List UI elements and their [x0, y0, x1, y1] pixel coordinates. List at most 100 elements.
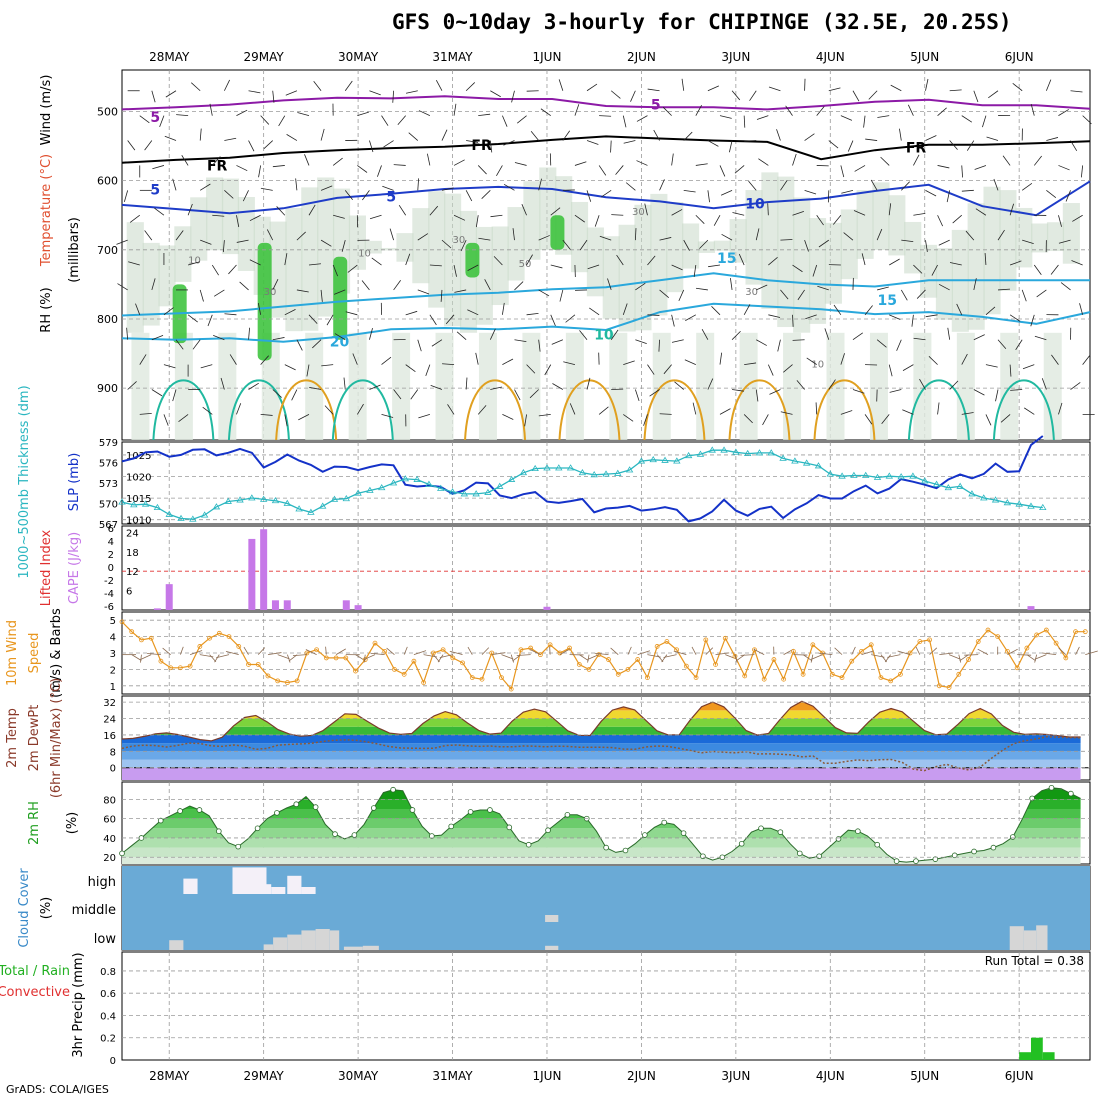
wind-barb — [236, 403, 242, 415]
wind-tick: 4 — [110, 633, 116, 644]
rh-shade — [1043, 332, 1062, 440]
wind-barb — [777, 339, 781, 352]
wind-barb — [139, 354, 147, 365]
wind-barb-10m — [637, 650, 651, 656]
wind-barb — [708, 264, 721, 268]
rh-shade — [586, 227, 604, 297]
rh-shade — [713, 240, 731, 251]
rh-shade — [1015, 207, 1033, 268]
wind-barb — [478, 113, 491, 117]
rh-green-patch — [257, 242, 272, 361]
wind-barb-10m — [948, 654, 961, 660]
rh-shade — [634, 204, 652, 331]
contour-label: 10 — [188, 256, 201, 267]
wind-speed-marker — [917, 639, 923, 644]
rh-shade — [523, 181, 541, 260]
rh-shade — [920, 244, 938, 298]
wind-barb-10m — [277, 654, 290, 660]
wind-barb — [521, 204, 527, 216]
wind-barb — [341, 240, 346, 252]
wind-barb — [296, 289, 309, 293]
wind-barb — [635, 282, 646, 291]
wind-barb — [907, 104, 914, 116]
wind-barb — [975, 208, 987, 216]
wind-speed-marker — [372, 640, 378, 646]
wind-speed-marker — [392, 667, 397, 672]
wind-barb — [187, 203, 193, 216]
rh-shade — [478, 332, 497, 440]
contour-label: 10 — [594, 328, 614, 344]
wind-tick: 2 — [110, 665, 116, 676]
wind-barb — [248, 90, 261, 94]
wind-barb — [297, 112, 310, 117]
wind-barb — [647, 314, 660, 316]
thickness-marker — [944, 484, 953, 491]
contour-15 — [121, 302, 1091, 343]
wind-barb — [296, 231, 306, 241]
rh-shade — [696, 332, 715, 440]
wind-barb — [815, 402, 818, 415]
thickness-marker — [484, 488, 492, 495]
wind-barb — [692, 402, 697, 415]
wind-barb — [249, 259, 261, 266]
panel-frame — [121, 951, 1091, 1061]
wind-barb — [828, 140, 839, 149]
cape-axis-label: CAPE (J/kg) — [67, 532, 82, 604]
wind-barb — [236, 239, 249, 243]
wind-barb — [748, 180, 757, 191]
wind-barb — [291, 389, 298, 401]
rh-marker — [332, 831, 338, 837]
wind-barb — [1009, 203, 1014, 216]
wind-barb — [796, 380, 805, 390]
wind-speed-marker — [985, 627, 991, 633]
wind-barb — [257, 302, 262, 315]
wind-barb-10m — [439, 654, 453, 659]
wind-barb-10m — [510, 654, 515, 663]
lifted-index-axis-label: Lifted Index — [39, 529, 54, 606]
wind-barb — [538, 235, 550, 241]
wind-barb — [792, 210, 804, 216]
wind-barb — [236, 215, 240, 228]
rh-shade — [428, 191, 446, 308]
wind-speed-marker — [810, 642, 816, 648]
wind-barb-10m — [467, 646, 473, 655]
wind-barb — [272, 278, 279, 291]
surface-contour — [464, 379, 527, 441]
rh-tick: 80 — [103, 795, 116, 806]
wind-barb — [1071, 260, 1083, 266]
wind-barb — [594, 215, 600, 227]
wind-barb-10m — [1042, 652, 1057, 656]
wind-speed-marker — [236, 644, 242, 649]
wind-barb — [928, 355, 938, 365]
wind-barb — [224, 79, 230, 91]
rh-marker — [1068, 790, 1074, 797]
wind-barb — [526, 254, 533, 266]
wind-barb-10m — [216, 654, 230, 659]
panel-frame — [121, 441, 1091, 525]
wind-barb — [840, 165, 845, 178]
wind-barb — [611, 214, 624, 216]
wind-barb — [456, 331, 467, 341]
wind-barb — [309, 387, 322, 390]
precip-bar — [1019, 1052, 1031, 1060]
thickness-marker — [330, 495, 339, 502]
wind-barb-10m — [516, 654, 531, 656]
wind-barb — [805, 314, 817, 320]
wind-barb — [644, 203, 648, 216]
wind-barb-10m — [802, 654, 813, 662]
wind-barb — [995, 389, 999, 402]
rh-shade — [570, 201, 589, 273]
cloud-block — [287, 934, 302, 950]
wind-barb — [429, 314, 437, 326]
wind-barb — [242, 190, 249, 202]
wind-barb — [684, 359, 696, 365]
wind-barb — [1058, 402, 1063, 415]
rh-shade — [935, 248, 954, 320]
wind-barb-10m — [673, 650, 687, 656]
thickness-marker — [271, 496, 280, 504]
wind-barb — [187, 314, 198, 323]
rh-marker — [874, 841, 881, 848]
wind-barb — [1045, 79, 1052, 91]
wind-speed-marker — [469, 675, 475, 680]
wind-tick: 3 — [110, 649, 116, 660]
